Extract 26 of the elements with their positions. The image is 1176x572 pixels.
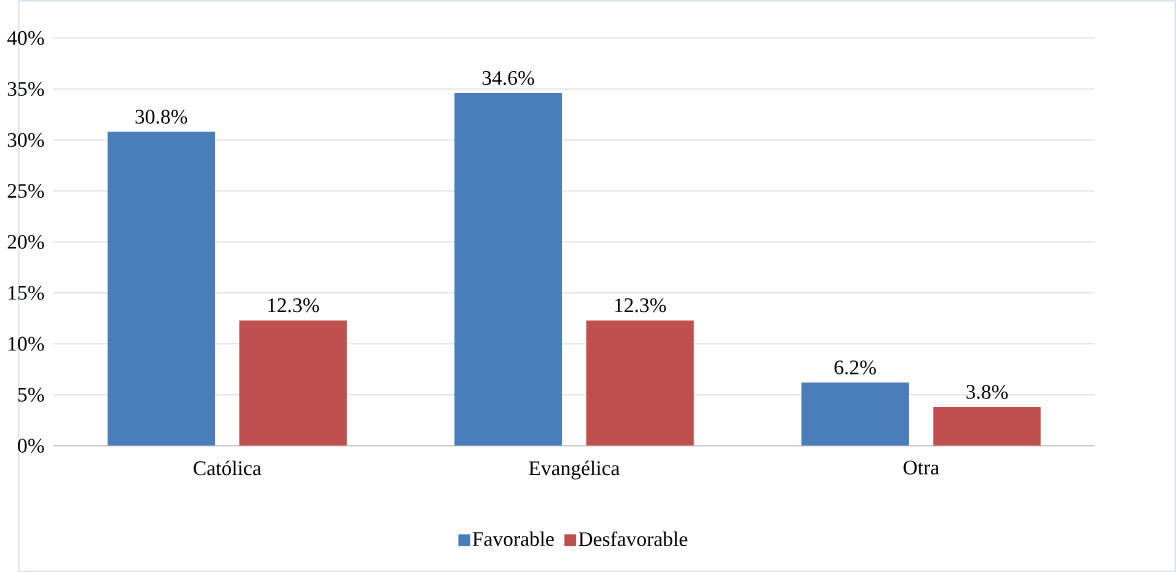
y-tick-label: 30% [7,132,44,147]
data-label: 12.3% [615,298,666,313]
bar [239,320,347,446]
y-tick-label: 35% [7,81,44,96]
bar [454,93,562,446]
data-label: 34.6% [482,70,535,85]
y-tick-label: 10% [8,336,44,351]
data-label: 3.8% [966,384,1008,399]
data-label: 12.3% [268,298,319,313]
x-tick-label: Evangélica [528,460,620,480]
x-tick-label: Otra [903,460,940,475]
y-tick-label: 0% [17,438,44,453]
y-tick-label: 5% [18,387,44,402]
legend-label: Favorable [472,531,554,546]
data-label: 6.2% [834,360,876,375]
bar [107,131,216,446]
legend-label: Desfavorable [578,531,688,547]
y-tick-label: 25% [7,183,44,198]
bar [933,406,1041,446]
x-tick-label: Católica [193,460,262,476]
bar [586,320,694,446]
bar [801,382,909,446]
y-tick-label: 20% [7,234,44,249]
y-tick-label: 40% [7,31,44,45]
y-tick-label: 15% [8,285,44,300]
data-label: 30.8% [135,109,188,124]
